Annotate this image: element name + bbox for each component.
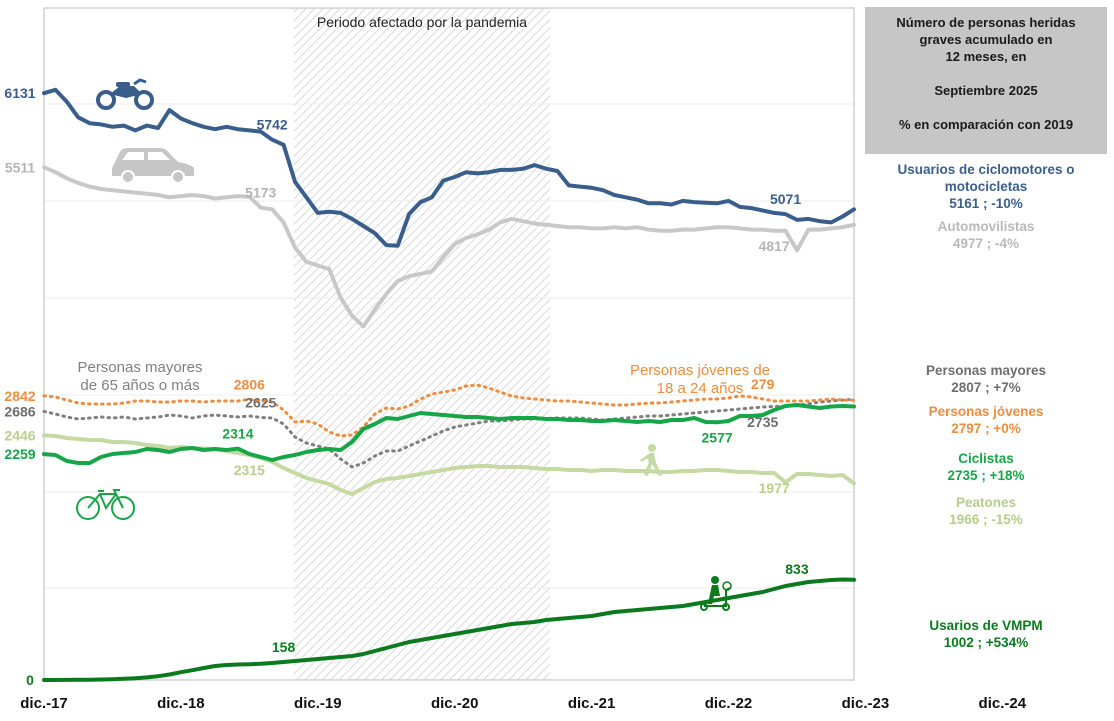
annotation-elderly: Personas mayores de 65 años o más: [77, 359, 202, 394]
summary-box-line: graves acumulado en: [919, 32, 1053, 47]
scooter-icon: [700, 576, 732, 611]
pandemic-hatch: [294, 8, 550, 680]
data-label-cyclists: 2259: [4, 446, 35, 462]
car-icon: [112, 148, 194, 184]
legend-value: 2735 ; +18%: [947, 468, 1025, 483]
data-label-auto: 4817: [759, 238, 790, 254]
legend-value: 4977 ; -4%: [952, 236, 1020, 251]
data-label-moto: 5071: [770, 191, 801, 207]
plot-frame: [43, 7, 855, 681]
data-label-elderly: 2686: [4, 403, 35, 419]
data-label-vmpm: 158: [272, 639, 296, 655]
data-labels: 5511 5173 4817 6131 5742 5071 2446 2315 1977 2686…: [4, 85, 808, 688]
data-label-moto: 6131: [4, 85, 35, 101]
legend-value: 1966 ; -15%: [949, 512, 1023, 527]
series-line-auto: [42, 165, 856, 329]
data-label-young: 2842: [4, 388, 35, 404]
motorcycle-icon: [96, 78, 154, 110]
series-line-pedestrians: [42, 433, 856, 496]
summary-box-line: [865, 99, 1107, 116]
plot-border: [43, 7, 855, 681]
data-label-auto: 5511: [5, 159, 36, 175]
legend-name: Automovilistas: [937, 219, 1035, 234]
summary-box-line: Número de personas heridas: [896, 15, 1076, 30]
legend-name: motocicletas: [944, 179, 1028, 194]
data-label-young: 279: [751, 376, 775, 392]
data-label-pedestrians: 2315: [234, 462, 265, 478]
annotation-young: Personas jóvenes de 18 a 24 años: [630, 362, 770, 397]
legend-entry-auto: Automovilistas 4977 ; -4%: [865, 218, 1107, 252]
pandemic-shaded-period: [294, 8, 550, 680]
legend-name: Usarios de VMPM: [929, 618, 1043, 633]
series-line-young: [42, 383, 856, 438]
data-label-young: 2806: [234, 376, 265, 392]
data-label-pedestrians: 1977: [759, 480, 790, 496]
legend-entry-pedestrians: Peatones 1966 ; -15%: [865, 494, 1107, 528]
x-tick-label: dic.-17: [20, 695, 68, 712]
icons: [76, 78, 732, 611]
summary-box: Número de personas heridas graves acumula…: [865, 7, 1107, 154]
x-tick-label: dic.-24: [979, 695, 1027, 712]
x-axis: dic.-17 dic.-18 dic.-19 dic.-20 dic.-21 dic.-…: [20, 695, 1026, 712]
pandemic-annotation: Periodo afectado por la pandemia: [317, 14, 527, 30]
summary-box-line: % en comparación con 2019: [898, 117, 1074, 132]
x-tick-label: dic.-19: [294, 695, 342, 712]
summary-box-line: Septiembre 2025: [934, 83, 1038, 98]
pedestrian-icon: [640, 444, 662, 476]
x-tick-label: dic.-22: [705, 695, 753, 712]
x-tick-label: dic.-18: [157, 695, 205, 712]
data-label-vmpm: 0: [26, 672, 34, 688]
legend-entry-cyclists: Ciclistas 2735 ; +18%: [865, 450, 1107, 484]
x-tick-label: dic.-23: [842, 695, 890, 712]
data-label-elderly: 2735: [747, 414, 778, 430]
legend-value: 1002 ; +534%: [943, 635, 1029, 650]
series-line-vmpm: [42, 577, 856, 682]
chart-grid: [44, 103, 854, 589]
legend-name: Peatones: [955, 495, 1017, 510]
legend-entry-vmpm: Usarios de VMPM 1002 ; +534%: [865, 617, 1107, 651]
legend-name: Usuarios de ciclomotores o: [897, 162, 1075, 177]
legend-value: 5161 ; -10%: [949, 196, 1023, 211]
series-annotations: Personas mayores de 65 años o más Personas…: [77, 359, 770, 397]
x-tick-label: dic.-20: [431, 695, 479, 712]
summary-box-line: 12 meses, en: [945, 49, 1027, 64]
series-line-cyclists: [42, 403, 856, 465]
legend-entry-elderly: Personas mayores 2807 ; +7%: [865, 362, 1107, 396]
bicycle-icon: [76, 489, 135, 520]
summary-box-line: [865, 65, 1107, 82]
legend-entry-young: Personas jóvenes 2797 ; +0%: [865, 403, 1107, 437]
data-label-pedestrians: 2446: [4, 427, 35, 443]
legend-name: Personas mayores: [925, 363, 1047, 378]
data-label-vmpm: 833: [785, 561, 809, 577]
data-label-moto: 5742: [257, 117, 288, 133]
series-line-elderly: [42, 397, 856, 469]
data-label-elderly: 2625: [245, 395, 276, 411]
legend-name: Ciclistas: [958, 451, 1014, 466]
data-label-cyclists: 2314: [222, 426, 253, 442]
series-line-moto: [42, 87, 856, 248]
legend-value: 2797 ; +0%: [951, 421, 1021, 436]
x-tick-label: dic.-21: [568, 695, 616, 712]
legend-value: 2807 ; +7%: [951, 380, 1021, 395]
legend-entry-moto: Usuarios de ciclomotores o motocicletas 51…: [865, 161, 1107, 212]
series-layer: [42, 87, 856, 682]
data-label-cyclists: 2577: [702, 429, 733, 445]
data-label-auto: 5173: [245, 185, 276, 201]
legend-name: Personas jóvenes: [928, 404, 1044, 419]
